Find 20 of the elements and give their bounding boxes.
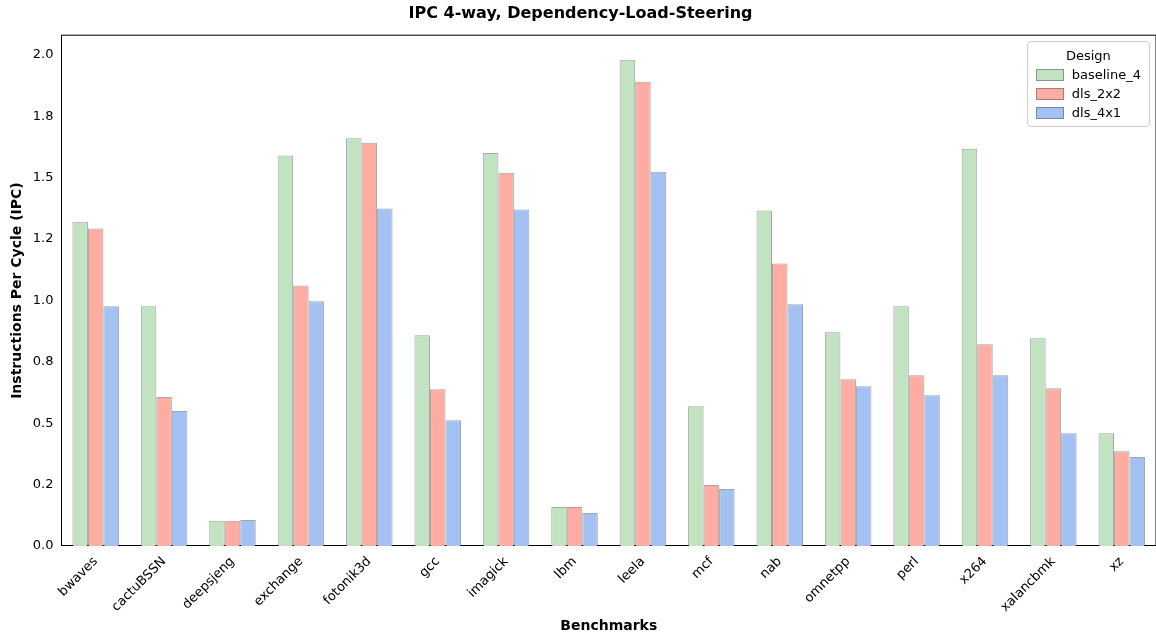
y-tick-label: 1.0: [32, 291, 54, 307]
legend-label: dls_4x1: [1071, 104, 1122, 123]
y-tick-label: 0.5: [32, 414, 54, 430]
y-axis-title: Instructions Per Cycle (IPC): [8, 182, 25, 399]
x-tick-label: lbm: [551, 553, 580, 582]
y-tick-label: 1.8: [32, 107, 54, 123]
chart-title: IPC 4-way, Dependency-Load-Steering: [408, 2, 753, 22]
y-tick-label: 0.0: [32, 537, 54, 553]
y-tick-label: 1.5: [32, 168, 54, 184]
x-axis-title: Benchmarks: [560, 617, 658, 634]
y-tick-label: 0.2: [32, 475, 54, 491]
y-tick-label: 1.2: [32, 230, 54, 246]
legend-title: Design: [1064, 47, 1112, 66]
y-tick-label: 0.8: [32, 353, 54, 369]
x-tick-label: nab: [756, 553, 785, 582]
x-tick-label: gcc: [415, 553, 443, 580]
legend-label: baseline_4: [1071, 66, 1141, 85]
x-tick-label: xz: [1105, 553, 1127, 575]
y-tick-label: 2.0: [32, 46, 54, 62]
legend-label: dls_2x2: [1071, 85, 1122, 104]
